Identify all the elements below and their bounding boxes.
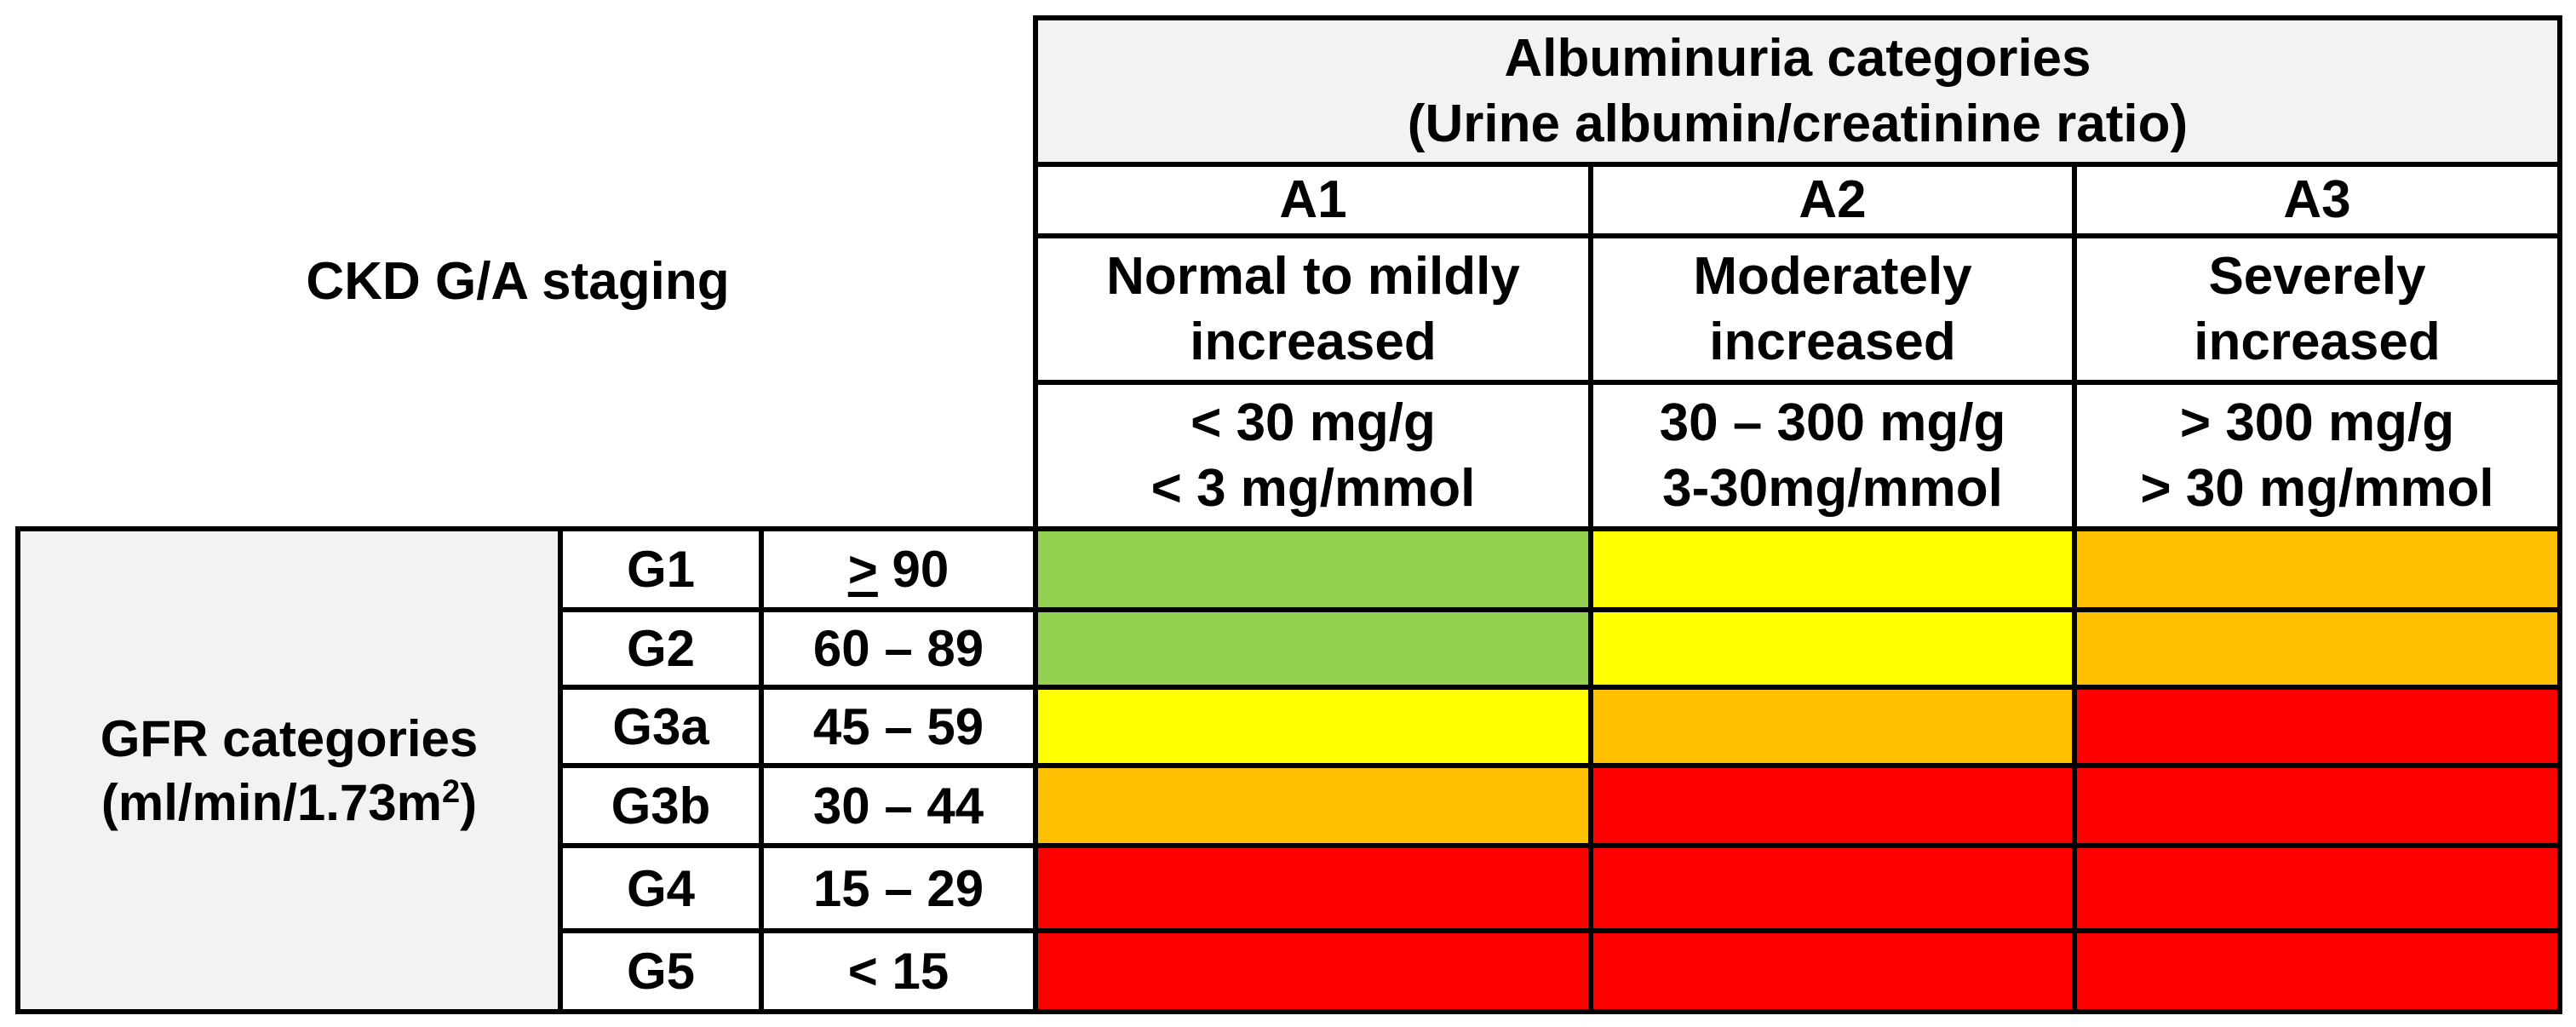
albuminuria-code-a2-text: A2 (1799, 170, 1867, 230)
gfr-label-line2-suffix: ) (460, 773, 478, 831)
gfr-stage-g3a: G3a (558, 685, 764, 768)
title-text: CKD G/A staging (306, 251, 730, 311)
gfr-range-g3b: 30 – 44 (759, 763, 1038, 848)
gfr-stage-g2-text: G2 (626, 620, 696, 677)
gfr-range-g3b-text: 30 – 44 (812, 777, 984, 835)
gfr-label-line2-prefix: (ml/min/1.73m (100, 773, 442, 831)
gfr-range-g1-symbol: > (847, 541, 878, 598)
gfr-range-g4: 15 – 29 (759, 843, 1038, 933)
gfr-label: GFR categories (ml/min/1.73m2) (15, 526, 563, 1014)
albuminuria-range-a1: < 30 mg/g < 3 mg/mmol (1033, 380, 1593, 531)
page-title: CKD G/A staging (0, 196, 1036, 366)
albuminuria-range-a1-line2: < 3 mg/mmol (1150, 459, 1476, 518)
risk-cell-g5-a2 (1588, 928, 2077, 1014)
gfr-stage-g2: G2 (558, 607, 764, 690)
albuminuria-desc-a1-line1: Normal to mildly (1106, 246, 1520, 306)
risk-cell-g4-a2 (1588, 843, 2077, 933)
gfr-range-g5-text: < 15 (847, 943, 950, 1000)
albuminuria-desc-a1: Normal to mildly increased (1033, 233, 1593, 385)
gfr-range-g2-text: 60 – 89 (812, 620, 984, 677)
gfr-range-g1: > 90 (759, 526, 1038, 612)
gfr-range-g3a-text: 45 – 59 (812, 697, 984, 755)
risk-cell-g5-a3 (2072, 928, 2562, 1014)
gfr-stage-g5: G5 (558, 928, 764, 1014)
albuminuria-code-a3: A3 (2072, 162, 2562, 238)
albuminuria-range-a2: 30 – 300 mg/g 3-30mg/mmol (1588, 380, 2077, 531)
gfr-stage-g3a-text: G3a (612, 697, 709, 755)
albuminuria-desc-a3: Severely increased (2072, 233, 2562, 385)
albuminuria-desc-a2-line2: increased (1709, 313, 1956, 371)
gfr-stage-g3b-text: G3b (611, 777, 711, 835)
gfr-stage-g4-text: G4 (626, 859, 696, 917)
gfr-range-g2: 60 – 89 (759, 607, 1038, 690)
gfr-range-g1-value: 90 (877, 541, 950, 598)
albuminuria-range-a3: > 300 mg/g > 30 mg/mmol (2072, 380, 2562, 531)
albuminuria-range-a3-line2: > 30 mg/mmol (2140, 459, 2494, 518)
risk-cell-g1-a3 (2072, 526, 2562, 612)
albuminuria-header-line2: (Urine albumin/creatinine ratio) (1407, 95, 2189, 153)
albuminuria-desc-a1-line2: increased (1190, 313, 1437, 371)
gfr-stage-g3b: G3b (558, 763, 764, 848)
albuminuria-code-a1-text: A1 (1279, 170, 1347, 230)
gfr-stage-g5-text: G5 (626, 943, 696, 1000)
gfr-label-line2-sup: 2 (442, 773, 461, 810)
risk-cell-g4-a1 (1033, 843, 1593, 933)
albuminuria-desc-a2: Moderately increased (1588, 233, 2077, 385)
gfr-label-line1: GFR categories (100, 709, 479, 767)
albuminuria-header: Albuminuria categories (Urine albumin/cr… (1033, 15, 2562, 167)
gfr-range-g4-text: 15 – 29 (812, 859, 984, 917)
albuminuria-range-a1-line1: < 30 mg/g (1190, 393, 1436, 452)
risk-cell-g3b-a1 (1033, 763, 1593, 848)
gfr-stage-g1: G1 (558, 526, 764, 612)
risk-cell-g5-a1 (1033, 928, 1593, 1014)
risk-cell-g3b-a3 (2072, 763, 2562, 848)
albuminuria-desc-a3-line2: increased (2194, 313, 2441, 371)
gfr-stage-g1-text: G1 (626, 541, 696, 598)
albuminuria-header-line1: Albuminuria categories (1504, 28, 2091, 88)
risk-cell-g3a-a3 (2072, 685, 2562, 768)
albuminuria-code-a3-text: A3 (2283, 170, 2351, 230)
albuminuria-code-a2: A2 (1588, 162, 2077, 238)
gfr-range-g3a: 45 – 59 (759, 685, 1038, 768)
gfr-range-g5: < 15 (759, 928, 1038, 1014)
risk-cell-g2-a2 (1588, 607, 2077, 690)
gfr-label-line2: (ml/min/1.73m2) (101, 771, 477, 835)
albuminuria-range-a2-line2: 3-30mg/mmol (1662, 459, 2003, 518)
risk-cell-g2-a1 (1033, 607, 1593, 690)
risk-cell-g4-a3 (2072, 843, 2562, 933)
albuminuria-range-a3-line1: > 300 mg/g (2179, 393, 2455, 452)
risk-cell-g3b-a2 (1588, 763, 2077, 848)
albuminuria-desc-a3-line1: Severely (2208, 246, 2426, 306)
risk-cell-g3a-a2 (1588, 685, 2077, 768)
albuminuria-range-a2-line1: 30 – 300 mg/g (1659, 393, 2006, 452)
gfr-range-g1-text: > 90 (848, 537, 949, 601)
albuminuria-desc-a2-line1: Moderately (1693, 246, 1972, 306)
risk-cell-g1-a1 (1033, 526, 1593, 612)
gfr-stage-g4: G4 (558, 843, 764, 933)
risk-cell-g2-a3 (2072, 607, 2562, 690)
risk-cell-g1-a2 (1588, 526, 2077, 612)
risk-cell-g3a-a1 (1033, 685, 1593, 768)
albuminuria-code-a1: A1 (1033, 162, 1593, 238)
